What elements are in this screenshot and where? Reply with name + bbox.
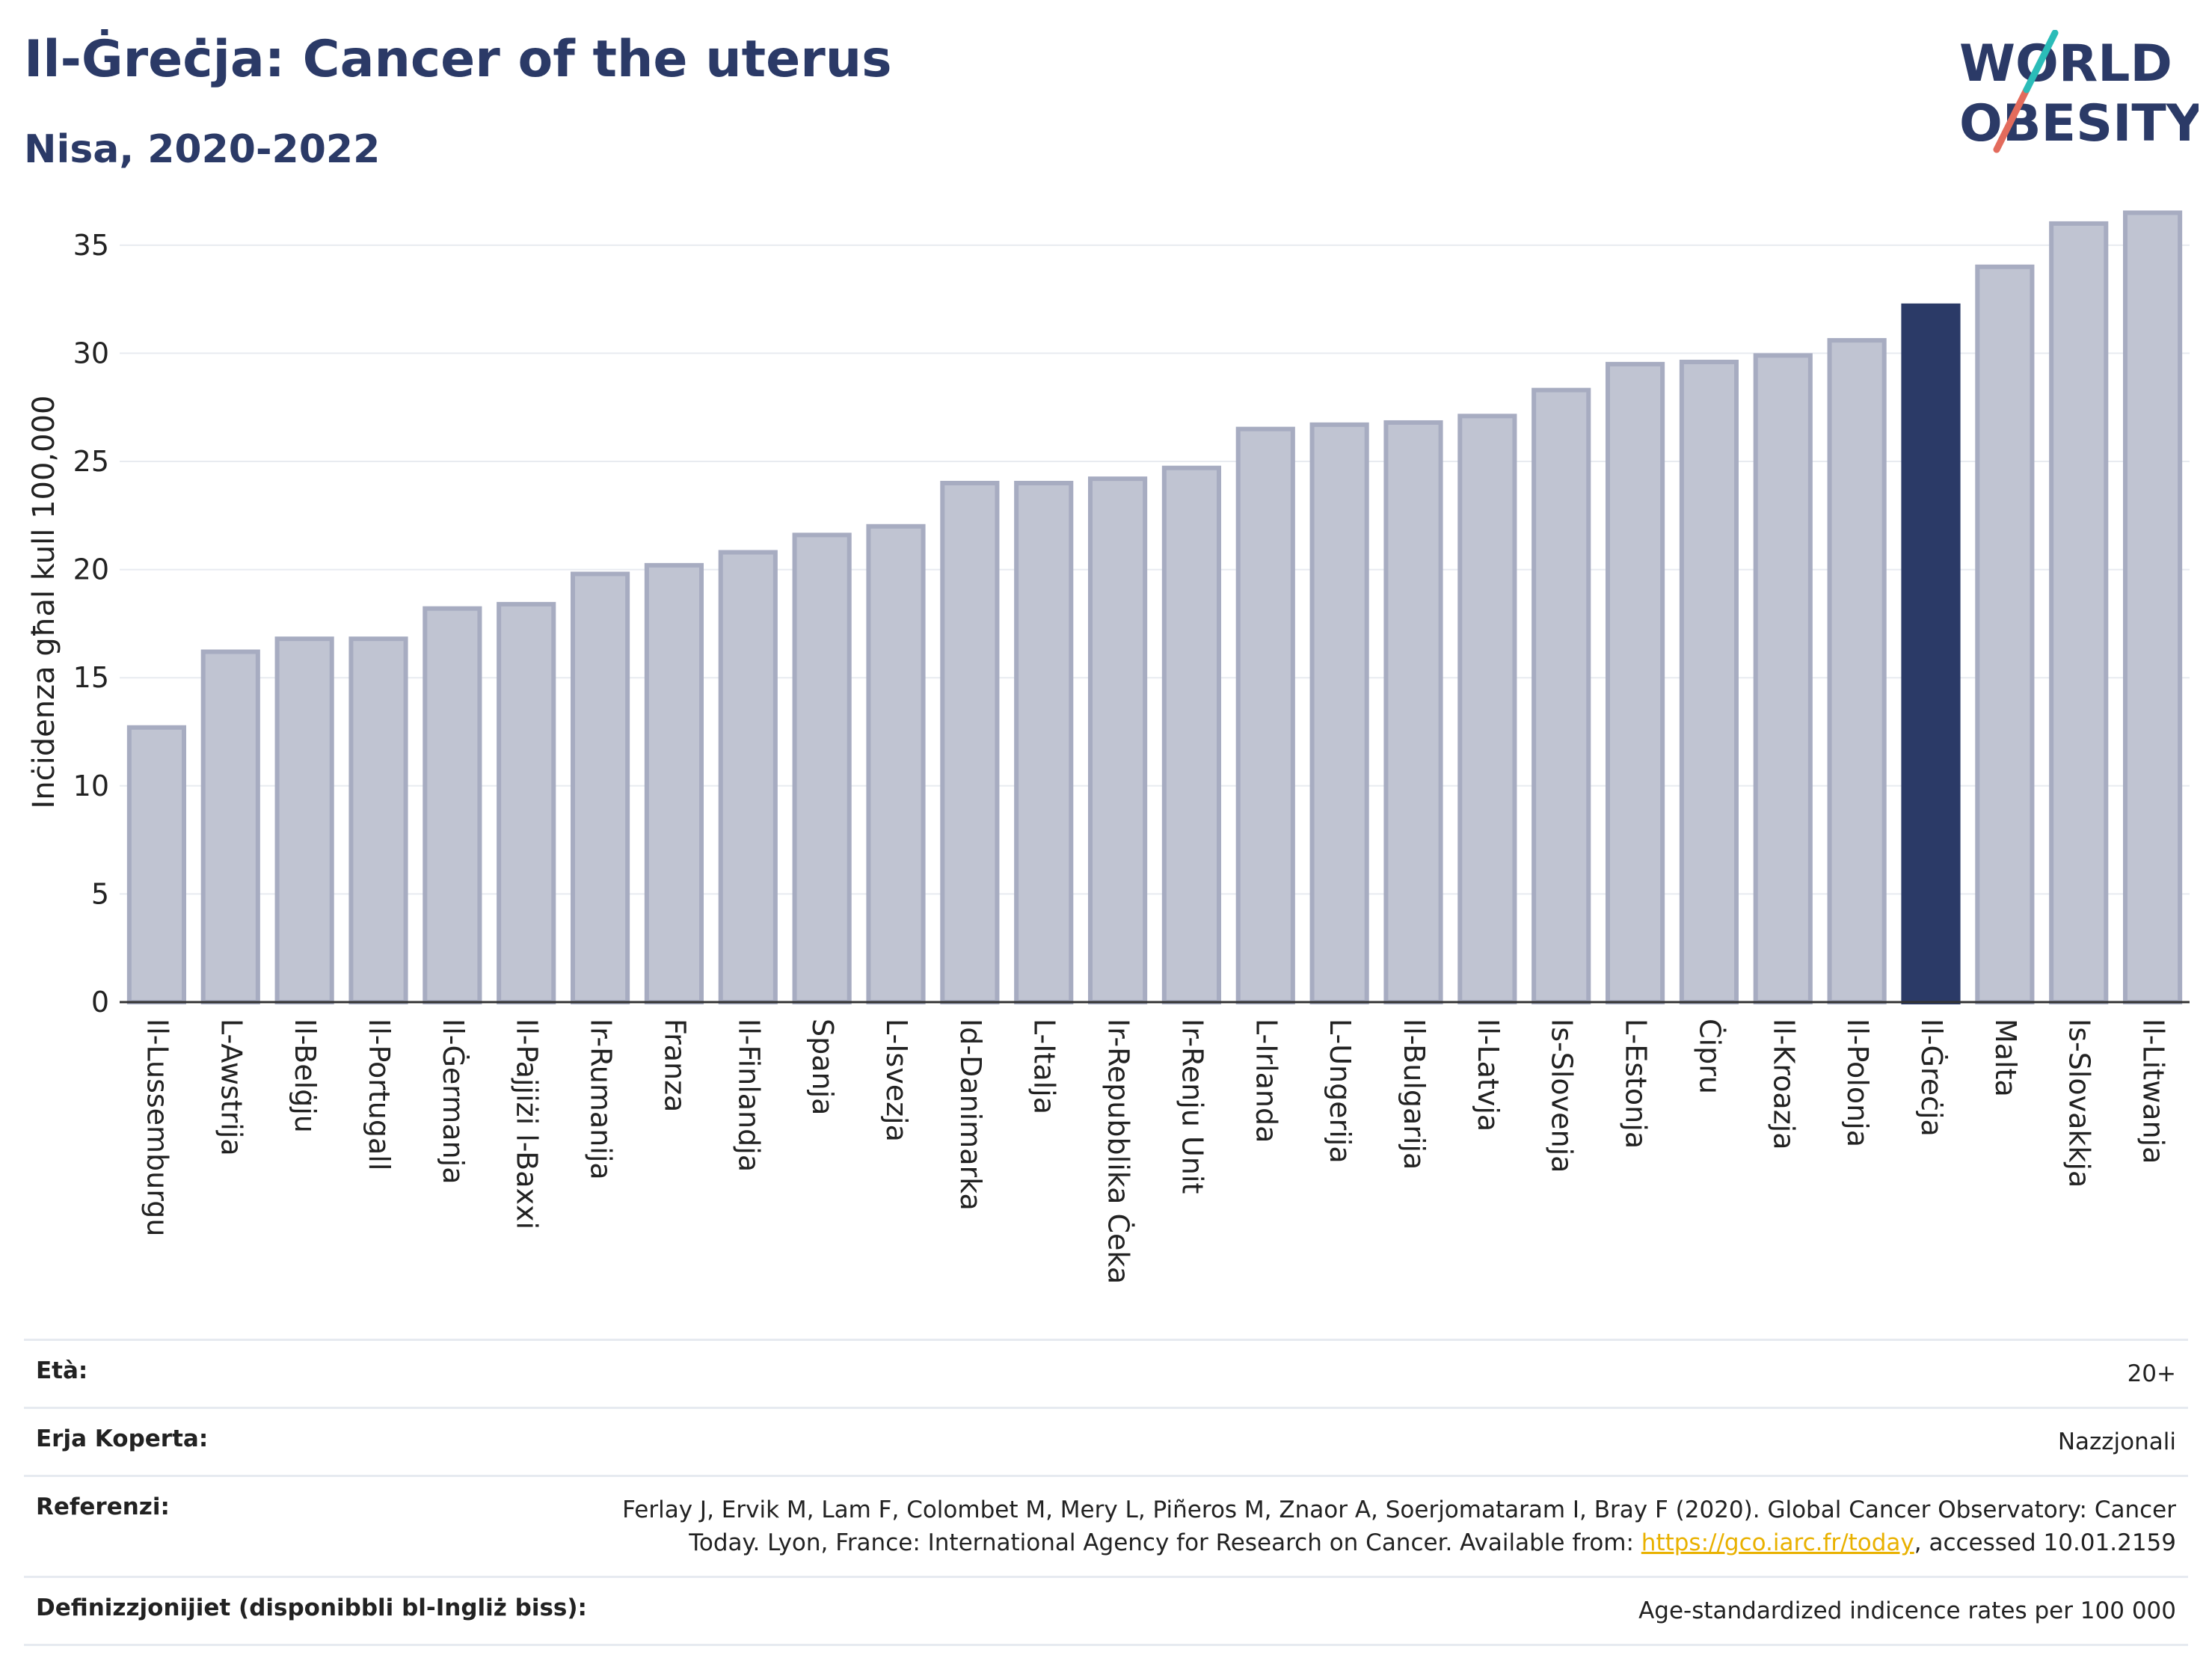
bar	[200, 649, 260, 1004]
info-row-definitions: Definizzjonijiet (disponibbli bl-Ingliż …	[24, 1576, 2188, 1646]
bar	[1531, 387, 1591, 1004]
reference-link[interactable]: https://gco.iarc.fr/today	[1641, 1529, 1914, 1556]
x-tick-label: Franza	[658, 1019, 691, 1112]
x-tick-label: Il-Belġju	[289, 1019, 322, 1133]
y-tick-label: 25	[73, 445, 109, 478]
bar	[792, 532, 852, 1004]
definitions-label: Definizzjonijiet (disponibbli bl-Ingliż …	[36, 1594, 587, 1621]
x-tick-label: Il-Finlandja	[732, 1019, 765, 1172]
bar-chart: 0 5 10 15 20 25 30 35 Inċidenza għal kull 100,00…	[27, 210, 2190, 1284]
bar	[1309, 422, 1369, 1004]
bar	[1235, 426, 1295, 1005]
bar	[644, 562, 704, 1004]
x-tick-label: Il-Ġreċja	[1915, 1019, 1948, 1137]
x-tick-label: L-Ungerija	[1324, 1019, 1357, 1164]
info-row-references: Referenzi: Ferlay J, Ervik M, Lam F, Col…	[24, 1475, 2188, 1576]
bar	[1014, 480, 1074, 1005]
bar	[2122, 210, 2183, 1004]
x-tick-label: Il-Ġermanja	[437, 1019, 470, 1185]
references-label: Referenzi:	[36, 1493, 170, 1520]
y-tick-label: 0	[91, 986, 109, 1019]
bar	[1679, 360, 1739, 1004]
info-row-age: Età: 20+	[24, 1339, 2188, 1407]
page-title: Il-Ġreċja: Cancer of the uterus	[24, 30, 892, 89]
world-obesity-logo: WORLD OBESITY	[1959, 30, 2199, 153]
bar	[1087, 476, 1148, 1004]
x-tick-label: Il-Kroazja	[1767, 1019, 1800, 1150]
x-tick-label: L-Isvezja	[880, 1019, 913, 1142]
reference-text: Ferlay J, Ervik M, Lam F, Colombet M, Me…	[622, 1496, 2176, 1556]
bar	[126, 725, 187, 1004]
bar	[1383, 420, 1443, 1004]
x-tick-label: Id-Danimarka	[954, 1019, 987, 1211]
bar	[570, 571, 630, 1004]
y-tick-label: 35	[73, 229, 109, 262]
definitions-value: Age-standardized indicence rates per 100…	[1638, 1597, 2176, 1624]
bar	[866, 523, 926, 1004]
bar	[274, 636, 334, 1004]
y-tick-label: 30	[73, 337, 109, 369]
x-tick-label: Il-Lussemburgu	[141, 1019, 173, 1236]
bar	[1975, 264, 2035, 1004]
x-tick-label: L-Italja	[1028, 1019, 1061, 1114]
y-tick-label: 10	[73, 770, 109, 802]
info-table: Età: 20+ Erja Koperta: Nazzjonali Refere…	[24, 1339, 2188, 1646]
svg-text:WORLD: WORLD	[1959, 34, 2172, 93]
age-label: Età:	[36, 1357, 88, 1384]
svg-text:OBESITY: OBESITY	[1959, 94, 2199, 153]
x-tick-label: Ir-Renju Unit	[1176, 1019, 1208, 1194]
x-tick-label: L-Awstrija	[215, 1019, 248, 1156]
x-tick-label: Il-Latvja	[1472, 1019, 1505, 1132]
x-tick-label: L-Irlanda	[1250, 1019, 1282, 1143]
x-tick-label: Is-Slovakkja	[2063, 1019, 2096, 1188]
bar	[497, 601, 556, 1004]
x-tick-label: L-Estonja	[1620, 1019, 1653, 1149]
x-tick-label: Il-Polonja	[1841, 1019, 1874, 1147]
page-subtitle: Nisa, 2020-2022	[24, 127, 381, 172]
y-axis-label: Inċidenza għal kull 100,000	[27, 396, 61, 809]
bar	[1457, 414, 1517, 1004]
x-tick-label: Il-Portugall	[363, 1019, 396, 1170]
bar	[1605, 361, 1665, 1004]
references-value: Ferlay J, Ervik M, Lam F, Colombet M, Me…	[568, 1493, 2176, 1559]
x-tick-label: Ir-Repubblika Ċeka	[1102, 1019, 1135, 1284]
info-row-area: Erja Koperta: Nazzjonali	[24, 1407, 2188, 1475]
bar	[718, 550, 778, 1004]
x-tick-label: Is-Slovenja	[1546, 1019, 1579, 1173]
x-tick-label: Il-Litwanja	[2137, 1019, 2170, 1164]
bar	[2049, 221, 2109, 1004]
x-tick-label: Il-Bulgarija	[1398, 1019, 1431, 1170]
bar	[1753, 353, 1813, 1004]
age-value: 20+	[2127, 1360, 2176, 1387]
y-tick-label: 15	[73, 661, 109, 694]
x-tick-label: Ir-Rumanija	[585, 1019, 618, 1180]
bar	[423, 606, 482, 1004]
area-value: Nazzjonali	[2057, 1428, 2176, 1455]
x-tick-label: Malta	[1989, 1019, 2022, 1097]
x-tick-label: Il-Pajjiżi l-Baxxi	[511, 1019, 544, 1229]
area-label: Erja Koperta:	[36, 1425, 209, 1452]
x-tick-label: Spanja	[806, 1019, 839, 1115]
y-tick-label: 20	[73, 553, 109, 586]
bar	[940, 480, 1000, 1005]
bar	[1827, 338, 1887, 1005]
bar-highlighted	[1901, 303, 1961, 1005]
bar	[348, 636, 408, 1004]
reference-accessed: , accessed 10.01.2159	[1914, 1529, 2176, 1556]
y-tick-label: 5	[91, 877, 109, 910]
bar	[1161, 465, 1222, 1004]
x-tick-label: Ċipru	[1693, 1019, 1726, 1094]
